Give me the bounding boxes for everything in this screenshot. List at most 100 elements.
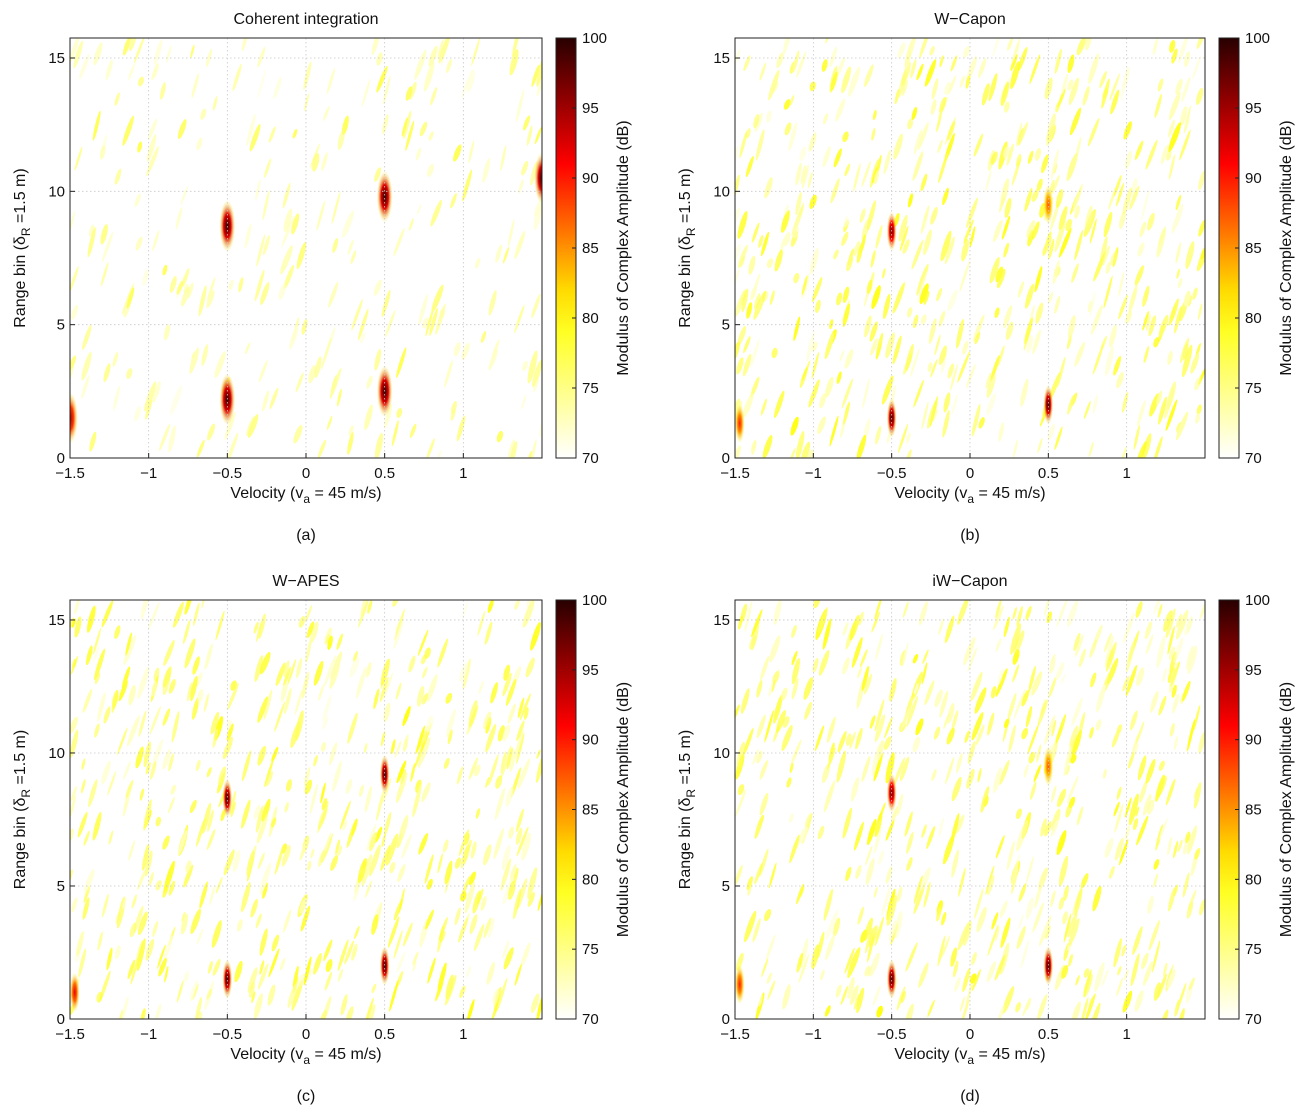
clutter-speckle — [196, 137, 203, 151]
clutter-speckle — [987, 712, 995, 736]
clutter-speckle — [1175, 411, 1189, 441]
clutter-speckle — [1141, 190, 1150, 222]
clutter-speckle — [1145, 314, 1151, 331]
clutter-speckle — [752, 748, 759, 765]
clutter-speckle — [963, 920, 972, 946]
clutter-speckle — [804, 701, 812, 720]
clutter-speckle — [1108, 865, 1115, 879]
clutter-speckle — [202, 802, 212, 834]
clutter-speckle — [899, 225, 909, 252]
clutter-speckle — [1186, 901, 1194, 919]
clutter-speckle — [301, 671, 310, 699]
clutter-speckle — [913, 379, 924, 408]
clutter-speckle — [1010, 61, 1020, 89]
clutter-speckle — [1122, 990, 1133, 1013]
clutter-speckle — [521, 160, 529, 176]
clutter-speckle — [937, 935, 946, 967]
clutter-speckle — [990, 151, 998, 165]
x-axis-label-main: Velocity (v — [230, 485, 303, 502]
y-axis-label-main: Range bin (δ — [12, 236, 29, 328]
clutter-speckle — [906, 856, 913, 872]
clutter-speckle — [1055, 189, 1064, 208]
clutter-speckle — [1187, 645, 1198, 675]
clutter-speckle — [795, 431, 805, 458]
clutter-speckle — [791, 624, 797, 639]
clutter-speckle — [906, 432, 911, 444]
clutter-speckle — [1175, 78, 1183, 95]
clutter-speckle — [88, 224, 95, 237]
clutter-speckle — [971, 403, 981, 437]
clutter-speckle — [1145, 139, 1158, 170]
clutter-speckle — [201, 344, 209, 367]
clutter-speckle — [83, 885, 91, 904]
clutter-speckle — [515, 89, 525, 123]
clutter-speckle — [766, 110, 772, 123]
clutter-speckle — [1142, 285, 1150, 307]
clutter-speckle — [804, 812, 813, 828]
clutter-speckle — [752, 918, 761, 943]
clutter-speckle — [1066, 334, 1072, 350]
clutter-speckle — [830, 71, 838, 92]
clutter-speckle — [168, 425, 176, 453]
panel-label: (a) — [296, 527, 316, 544]
y-axis-label: Range bin (δR =1.5 m) — [677, 730, 698, 889]
clutter-speckle — [860, 929, 868, 943]
clutter-speckle — [999, 760, 1010, 785]
clutter-speckle — [114, 625, 121, 639]
clutter-speckle — [207, 423, 216, 441]
clutter-speckle — [1004, 101, 1010, 113]
clutter-speckle — [934, 689, 943, 708]
clutter-speckle — [735, 243, 741, 263]
clutter-speckle — [939, 690, 949, 718]
clutter-speckle — [253, 993, 263, 1019]
clutter-speckle — [534, 127, 542, 145]
clutter-speckle — [103, 706, 111, 724]
clutter-speckle — [462, 169, 473, 202]
clutter-speckle — [380, 731, 386, 747]
clutter-speckle — [83, 869, 95, 894]
clutter-speckle — [168, 753, 174, 772]
clutter-speckle — [1163, 962, 1168, 977]
clutter-speckle — [373, 279, 382, 296]
clutter-speckle — [394, 740, 402, 758]
clutter-speckle — [254, 655, 264, 682]
clutter-speckle — [70, 828, 74, 842]
clutter-speckle — [904, 811, 913, 837]
x-tick-label: 0 — [966, 1026, 974, 1043]
clutter-speckle — [1075, 975, 1080, 986]
clutter-speckle — [955, 753, 963, 774]
clutter-speckle — [1128, 284, 1138, 313]
clutter-speckle — [521, 394, 527, 410]
clutter-speckle — [537, 881, 542, 912]
clutter-speckle — [898, 214, 908, 242]
clutter-speckle — [760, 398, 767, 416]
clutter-speckle — [829, 46, 838, 68]
clutter-speckle — [107, 771, 117, 796]
clutter-speckle — [1190, 353, 1200, 374]
clutter-speckle — [1145, 634, 1154, 655]
clutter-speckle — [964, 730, 970, 743]
clutter-speckle — [105, 59, 113, 81]
clutter-speckle — [509, 48, 519, 76]
clutter-speckle — [92, 110, 101, 141]
clutter-speckle — [374, 348, 382, 371]
clutter-speckle — [536, 57, 542, 87]
clutter-speckle — [241, 38, 249, 52]
clutter-speckle — [206, 290, 215, 309]
clutter-speckle — [1011, 38, 1021, 64]
clutter-speckle — [735, 207, 741, 228]
clutter-speckle — [1199, 899, 1205, 916]
clutter-speckle — [182, 267, 190, 287]
colorbar-tick-label: 100 — [1245, 592, 1270, 609]
clutter-speckle — [1125, 640, 1135, 673]
clutter-speckle — [309, 783, 318, 815]
clutter-speckle — [149, 761, 157, 780]
clutter-speckle — [180, 185, 189, 206]
clutter-speckle — [461, 342, 470, 360]
clutter-speckle — [382, 113, 389, 135]
clutter-speckle — [261, 798, 271, 822]
clutter-speckle — [442, 839, 449, 853]
clutter-speckle — [137, 76, 145, 87]
clutter-speckle — [735, 174, 740, 198]
